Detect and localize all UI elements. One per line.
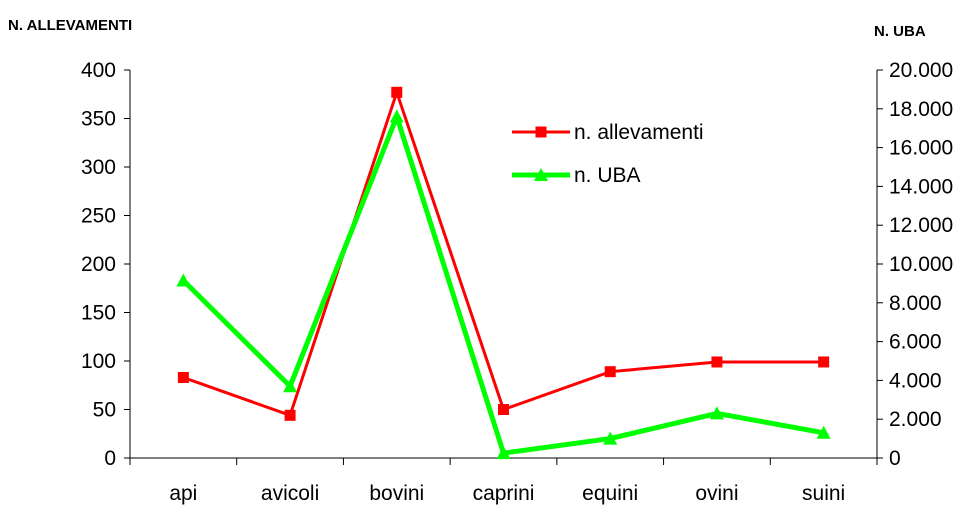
x-tick-label: api	[169, 482, 197, 505]
legend-label: n. allevamenti	[574, 121, 704, 144]
right-tick-label: 8.000	[889, 292, 942, 315]
x-tick-label: ovini	[695, 482, 738, 505]
data-point-marker	[496, 446, 511, 460]
right-tick-label: 18.000	[889, 98, 953, 121]
left-axis-title: N. ALLEVAMENTI	[8, 17, 132, 34]
legend: n. allevamenti n. UBA	[512, 121, 704, 187]
right-axis-title: N. UBA	[874, 23, 926, 40]
data-point-marker	[603, 431, 618, 445]
legend-marker	[535, 126, 547, 138]
right-tick-label: 4.000	[889, 369, 942, 392]
data-point-marker	[498, 404, 509, 415]
right-tick-label: 16.000	[889, 137, 953, 160]
series-1	[177, 86, 830, 421]
data-point-marker	[604, 366, 616, 378]
data-point-marker	[711, 356, 723, 368]
series-2	[176, 109, 831, 460]
data-point-marker	[818, 356, 830, 368]
data-point-marker	[709, 406, 724, 420]
left-tick-label: 150	[81, 302, 116, 325]
left-tick-label: 400	[81, 59, 116, 82]
left-tick-label: 0	[104, 447, 116, 470]
data-point-marker	[283, 379, 298, 393]
legend-label: n. UBA	[574, 164, 641, 187]
x-tick-label: bovini	[369, 482, 424, 505]
series-layer	[176, 86, 831, 460]
x-tick-label: caprini	[473, 482, 535, 505]
data-point-marker	[284, 409, 296, 421]
right-tick-label: 6.000	[889, 331, 942, 354]
x-tick-label: avicoli	[261, 482, 319, 505]
left-tick-label: 50	[93, 399, 116, 422]
right-tick-label: 2.000	[889, 408, 942, 431]
data-point-marker	[176, 273, 191, 287]
left-tick-label: 100	[81, 350, 116, 373]
data-point-marker	[177, 371, 189, 383]
left-tick-label: 200	[81, 253, 116, 276]
data-point-marker	[391, 86, 403, 98]
axes: 0 50 100 150 200 250 300 350 400 0 2.000 4.000 6.000…	[81, 59, 953, 505]
right-tick-label: 0	[889, 447, 901, 470]
series-line	[181, 109, 825, 456]
right-tick-label: 20.000	[889, 59, 953, 82]
series-line	[182, 87, 824, 418]
right-tick-label: 10.000	[889, 253, 953, 276]
x-tick-label: equini	[582, 482, 638, 505]
right-tick-label: 12.000	[889, 214, 953, 237]
data-point-marker	[389, 109, 404, 123]
data-point-marker	[816, 425, 831, 439]
left-tick-label: 250	[81, 205, 116, 228]
left-tick-label: 350	[81, 108, 116, 131]
legend-marker	[534, 168, 548, 181]
x-tick-label: suini	[802, 482, 845, 505]
right-tick-label: 14.000	[889, 175, 953, 198]
left-tick-label: 300	[81, 156, 116, 179]
